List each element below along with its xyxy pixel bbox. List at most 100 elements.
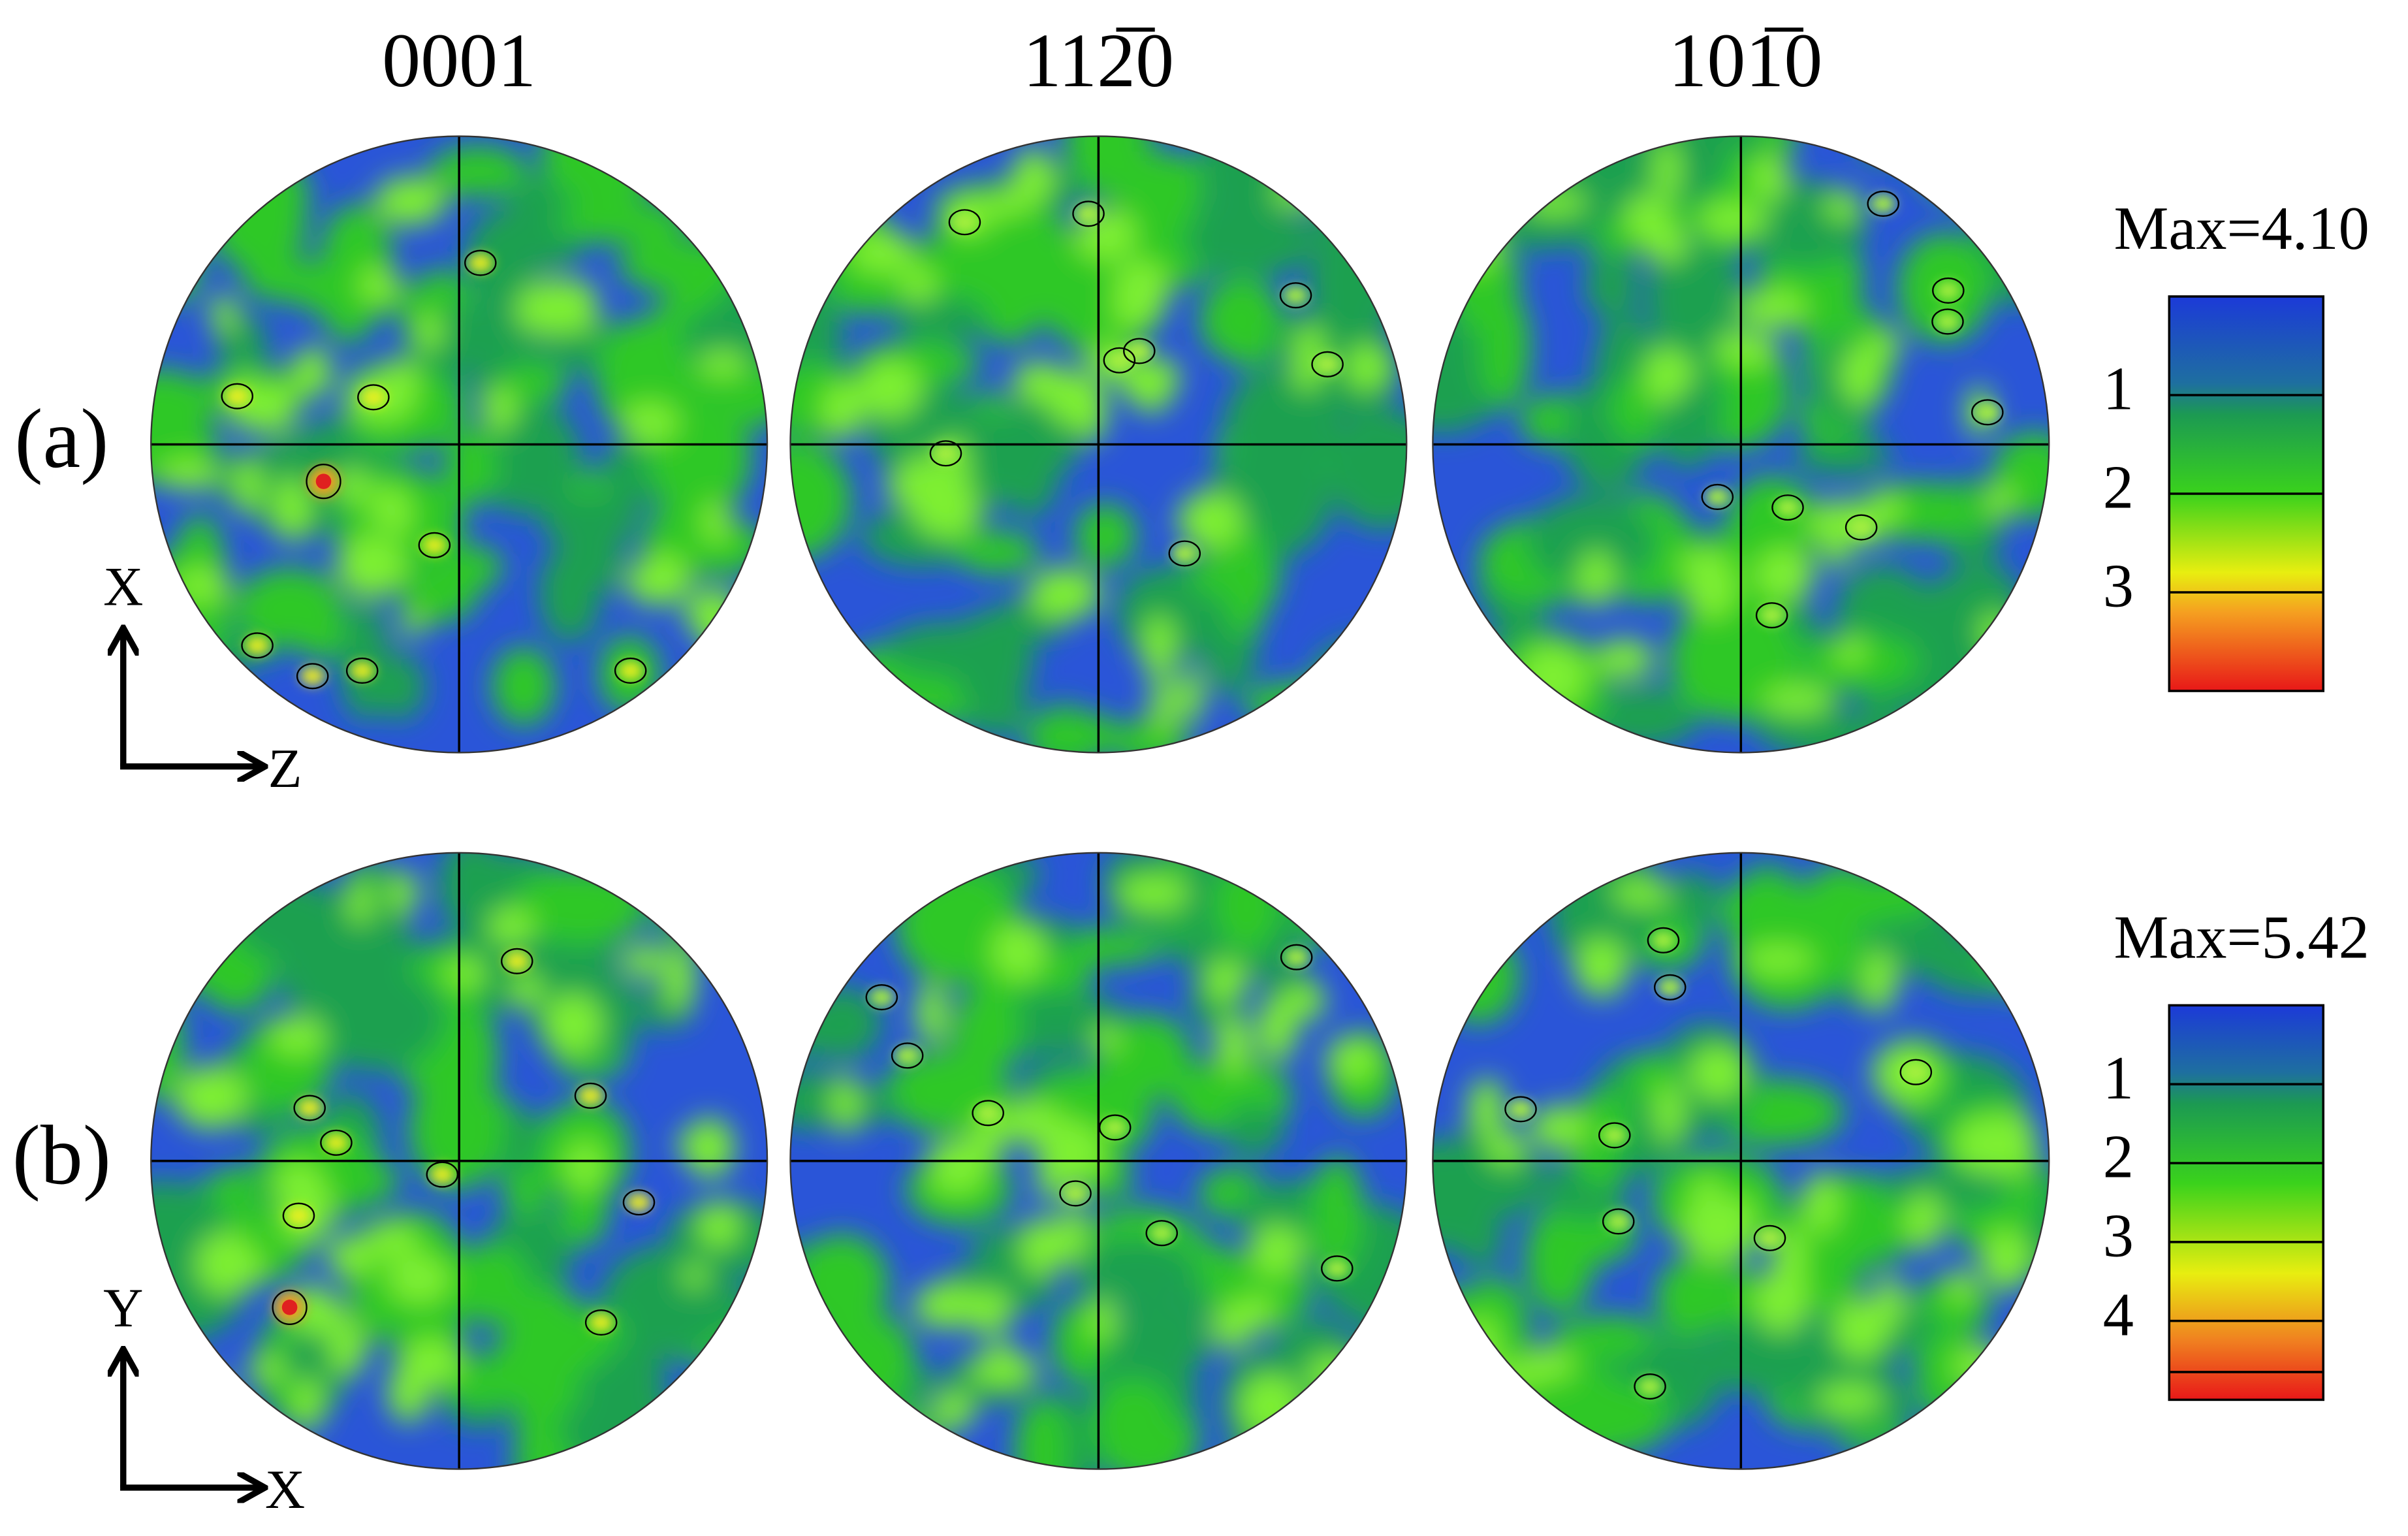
blob	[1222, 522, 1270, 638]
axis-label: X	[265, 1459, 305, 1520]
blob	[413, 313, 444, 351]
legend-level: 1	[2103, 355, 2134, 423]
blob	[660, 901, 720, 948]
spot	[1283, 286, 1308, 305]
blob	[1700, 1319, 1823, 1395]
blob	[1669, 598, 1800, 722]
contour	[1647, 927, 1680, 953]
blob	[1150, 677, 1177, 735]
blob	[1215, 1014, 1252, 1074]
blob	[1309, 695, 1407, 746]
spot	[467, 253, 493, 272]
blob	[242, 381, 298, 434]
blob	[151, 852, 234, 963]
blob	[151, 1422, 225, 1469]
blob	[1433, 901, 1496, 970]
blob	[1816, 1383, 1884, 1416]
blob	[1330, 176, 1407, 263]
legend-max: Max=4.10	[2114, 195, 2369, 263]
spot	[315, 473, 332, 489]
blob	[326, 1235, 375, 1278]
blob	[663, 944, 696, 1012]
column-header: 101̅0	[1668, 18, 1822, 103]
blob	[387, 1363, 430, 1423]
blob	[1020, 1216, 1066, 1277]
blob	[1433, 662, 1536, 753]
contour	[622, 1189, 656, 1216]
blob	[950, 609, 1034, 709]
blob	[157, 458, 221, 490]
spot	[1757, 1228, 1782, 1248]
blob	[928, 1168, 985, 1194]
blob	[1980, 1229, 2031, 1291]
contour	[584, 1309, 618, 1336]
blob	[1944, 716, 2050, 753]
blob	[1116, 874, 1190, 912]
blob	[336, 535, 407, 598]
pole-outline	[789, 135, 1408, 754]
blob	[790, 450, 845, 549]
blob	[1529, 1105, 1589, 1151]
spot	[1935, 281, 1961, 300]
blob	[622, 942, 665, 978]
blob	[330, 1322, 366, 1377]
blob	[968, 1113, 1005, 1168]
blob	[1988, 1358, 2050, 1431]
blob	[438, 852, 505, 931]
spots	[286, 952, 652, 1332]
blob	[1754, 548, 1816, 601]
spot	[1871, 194, 1896, 214]
contour	[1311, 351, 1344, 377]
blob	[151, 203, 202, 305]
blob	[1646, 239, 1745, 359]
blob	[1344, 344, 1391, 391]
blob	[697, 1200, 740, 1249]
spot	[1606, 1212, 1631, 1231]
blob	[706, 629, 755, 661]
contour	[1279, 282, 1312, 309]
blob	[1335, 880, 1407, 935]
contour	[1867, 190, 1899, 217]
contour	[1899, 1059, 1933, 1085]
blob	[681, 1263, 708, 1289]
blob	[1438, 223, 1502, 271]
blob	[1692, 1174, 1722, 1214]
spot	[618, 661, 643, 680]
blob	[894, 295, 989, 343]
blob	[1862, 950, 1897, 1013]
blob	[969, 1352, 1039, 1386]
blob	[1922, 939, 2033, 995]
blob	[511, 970, 542, 1010]
spot	[300, 667, 325, 686]
blob	[900, 266, 938, 304]
blob	[1995, 873, 2050, 925]
blob	[1014, 1397, 1069, 1469]
blob	[1655, 1257, 1727, 1339]
pole-outline	[789, 852, 1408, 1470]
blob	[1687, 562, 1737, 619]
spot	[1602, 1126, 1627, 1145]
axis-label: X	[103, 556, 143, 618]
blob	[1976, 852, 2045, 911]
blob	[1433, 244, 1523, 304]
blob	[1644, 346, 1681, 406]
spot	[1848, 518, 1874, 537]
blob	[1520, 189, 1588, 216]
blob	[684, 1117, 735, 1178]
spot	[1149, 1224, 1175, 1243]
blob	[389, 869, 418, 916]
contour	[1771, 494, 1804, 521]
spot	[1172, 544, 1197, 563]
spot	[1657, 978, 1683, 997]
blob	[385, 509, 413, 536]
blob	[1304, 136, 1374, 217]
contour	[241, 632, 274, 659]
blob	[1861, 869, 1940, 920]
pole-outline	[1432, 852, 2050, 1470]
blob	[1086, 1298, 1117, 1342]
spot	[324, 1133, 349, 1152]
blob	[1325, 1036, 1380, 1081]
pole-figure	[1433, 852, 2050, 1469]
spot	[1315, 355, 1340, 374]
spot	[895, 1046, 920, 1065]
